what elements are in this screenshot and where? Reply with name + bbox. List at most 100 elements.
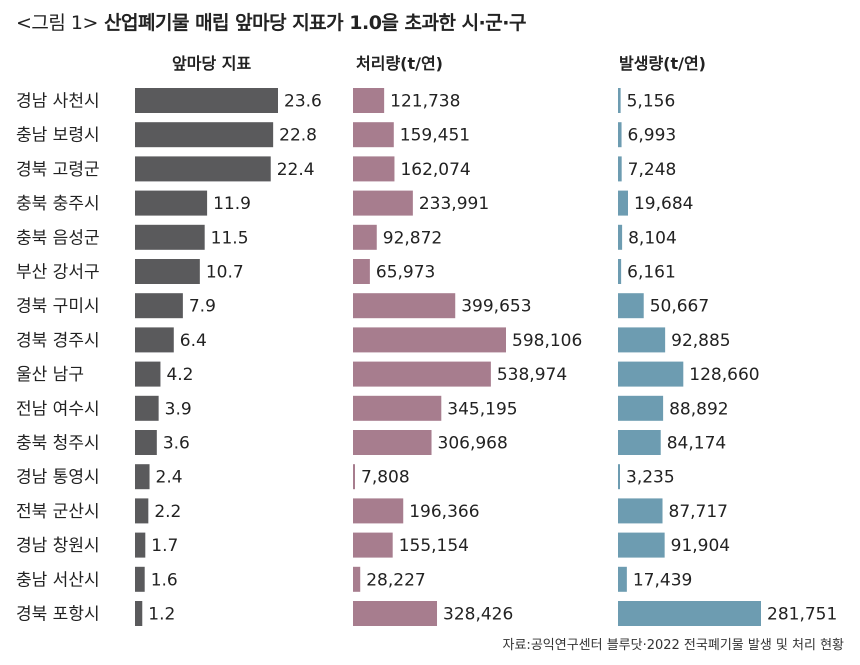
processed-value-label: 92,872 [383, 228, 442, 248]
index-bar [135, 327, 174, 353]
generated-value-label: 84,174 [667, 434, 726, 454]
generated-bar [618, 601, 761, 626]
processed-value-label: 159,451 [400, 126, 470, 146]
generated-value-label: 5,156 [627, 92, 676, 112]
processed-bar [353, 601, 438, 626]
index-value-label: 6.4 [180, 331, 207, 351]
index-value-label: 3.9 [165, 399, 192, 419]
processed-value-label: 538,974 [497, 365, 567, 385]
processed-bar [353, 122, 394, 148]
column-header-generated: 발생량(t/연) [619, 54, 706, 73]
processed-value-label: 598,106 [512, 331, 582, 351]
generated-value-label: 88,892 [669, 399, 728, 419]
index-bar [135, 190, 208, 216]
generated-value-label: 281,751 [767, 605, 837, 625]
generated-value-label: 50,667 [650, 297, 709, 317]
processed-bar [353, 498, 404, 524]
processed-bar [353, 430, 432, 455]
chart-title: <그림 1> 산업폐기물 매립 앞마당 지표가 1.0을 초과한 시·군·구 [16, 8, 526, 35]
generated-bar [618, 327, 666, 353]
index-value-label: 1.7 [151, 536, 178, 556]
index-bar [135, 566, 145, 592]
category-label: 충남 보령시 [16, 126, 100, 146]
category-label: 경북 구미시 [16, 297, 100, 317]
processed-bar [353, 464, 355, 490]
generated-value-label: 17,439 [633, 570, 692, 590]
index-value-label: 22.4 [277, 160, 315, 180]
processed-bar [353, 293, 456, 319]
index-value-label: 22.8 [279, 126, 317, 146]
title-text: 산업폐기물 매립 앞마당 지표가 1.0을 초과한 시·군·구 [104, 12, 526, 34]
index-bar [135, 430, 157, 455]
processed-value-label: 233,991 [419, 194, 489, 214]
processed-bar [353, 532, 393, 558]
processed-bar [353, 327, 506, 353]
index-bar [135, 498, 149, 524]
category-label: 전북 군산시 [16, 502, 100, 522]
generated-bar [618, 498, 663, 524]
processed-bar [353, 361, 491, 387]
category-label: 충남 서산시 [16, 570, 100, 590]
processed-bar [353, 259, 370, 284]
index-value-label: 2.4 [156, 468, 183, 488]
generated-value-label: 7,248 [628, 160, 677, 180]
generated-value-label: 3,235 [626, 468, 675, 488]
generated-bar [618, 464, 620, 490]
generated-value-label: 87,717 [669, 502, 728, 522]
category-label: 충북 충주시 [16, 194, 100, 214]
processed-value-label: 28,227 [366, 570, 425, 590]
category-label: 전남 여수시 [16, 399, 100, 419]
index-bar [135, 88, 278, 113]
category-label: 경북 포항시 [16, 605, 100, 625]
processed-bar [353, 395, 442, 421]
figure-number: <그림 1> [16, 12, 98, 34]
index-value-label: 3.6 [163, 434, 190, 454]
generated-bar [618, 293, 644, 319]
index-bar [135, 395, 159, 421]
processed-value-label: 155,154 [399, 536, 469, 556]
index-value-label: 1.2 [148, 605, 175, 625]
generated-bar [618, 122, 622, 148]
processed-bar [353, 88, 385, 113]
index-value-label: 4.2 [166, 365, 193, 385]
source-note: 자료:공익연구센터 블루닷·2022 전국폐기물 발생 및 처리 현황 [502, 638, 844, 653]
generated-value-label: 8,104 [628, 228, 677, 248]
index-value-label: 7.9 [189, 297, 216, 317]
index-bar [135, 361, 161, 387]
index-value-label: 11.5 [211, 228, 249, 248]
generated-bar [618, 566, 627, 592]
generated-bar [618, 190, 628, 216]
category-label: 부산 강서구 [16, 263, 100, 283]
processed-bar [353, 566, 361, 592]
category-label: 경남 사천시 [16, 92, 100, 112]
index-bar [135, 122, 274, 148]
generated-bar [618, 532, 665, 558]
processed-value-label: 7,808 [361, 468, 410, 488]
processed-value-label: 196,366 [409, 502, 479, 522]
generated-bar [618, 395, 664, 421]
category-label: 경남 통영시 [16, 468, 100, 488]
generated-value-label: 6,993 [628, 126, 677, 146]
index-value-label: 11.9 [213, 194, 251, 214]
processed-value-label: 65,973 [376, 263, 435, 283]
processed-value-label: 121,738 [390, 92, 460, 112]
processed-bar [353, 156, 395, 182]
generated-value-label: 128,660 [689, 365, 759, 385]
processed-value-label: 399,653 [461, 297, 531, 317]
processed-value-label: 328,426 [443, 605, 513, 625]
column-header-processed: 처리량(t/연) [356, 54, 443, 73]
category-label: 충북 청주시 [16, 434, 100, 454]
index-value-label: 1.6 [151, 570, 178, 590]
index-bar [135, 464, 150, 490]
generated-bar [618, 259, 622, 284]
index-bar [135, 532, 146, 558]
generated-value-label: 19,684 [634, 194, 693, 214]
processed-bar [353, 224, 377, 250]
processed-value-label: 306,968 [438, 434, 508, 454]
category-label: 경북 경주시 [16, 331, 100, 351]
category-label: 충북 음성군 [16, 228, 100, 248]
generated-value-label: 6,161 [627, 263, 676, 283]
index-bar [135, 601, 143, 626]
index-bar [135, 259, 200, 284]
